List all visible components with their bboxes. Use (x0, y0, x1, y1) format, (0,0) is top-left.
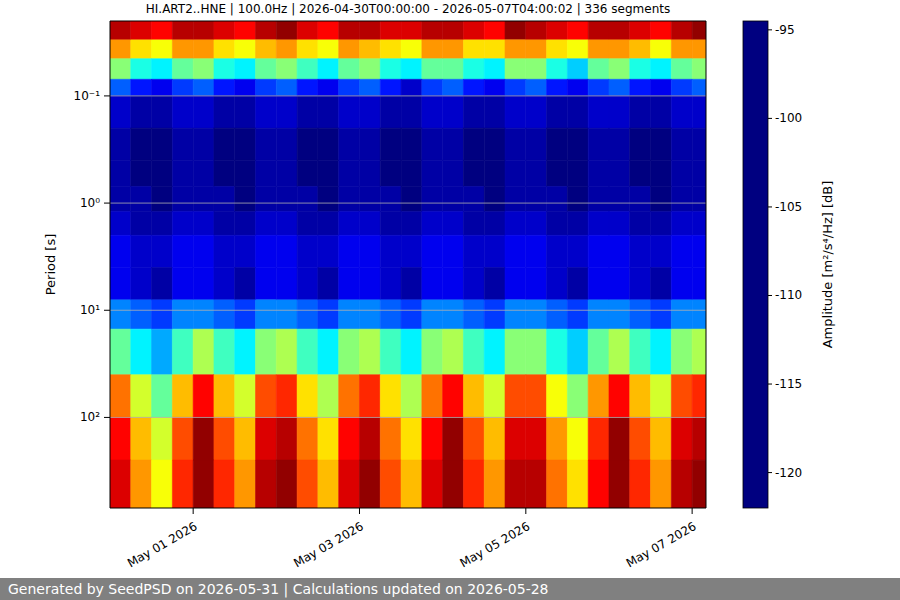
html-text:Generated by SeedPSD on 2026-0: Generated by SeedPSD on 2026-05-31 | Cal… (8, 581, 549, 597)
svg-text:Period [s]: Period [s] (43, 234, 58, 296)
svg-text:-110: -110 (775, 288, 802, 302)
svg-text:-105: -105 (775, 200, 802, 214)
svg-text:-100: -100 (775, 111, 802, 125)
svg-text:May 07 2026: May 07 2026 (624, 519, 699, 570)
svg-text:10⁰: 10⁰ (80, 196, 100, 210)
svg-text:-120: -120 (775, 466, 802, 480)
svg-text:Amplitude [m²/s⁴/Hz] [dB]: Amplitude [m²/s⁴/Hz] [dB] (820, 181, 835, 349)
svg-text:10²: 10² (80, 410, 100, 424)
svg-text:HI.ART2..HNE | 100.0Hz | 2026-: HI.ART2..HNE | 100.0Hz | 2026-04-30T00:0… (146, 2, 670, 16)
svg-text:-95: -95 (775, 23, 795, 37)
svg-text:May 05 2026: May 05 2026 (458, 519, 533, 570)
svg-text:10¹: 10¹ (80, 303, 100, 317)
svg-text:May 01 2026: May 01 2026 (125, 519, 200, 570)
svg-text:-115: -115 (775, 377, 802, 391)
svg-text:May 03 2026: May 03 2026 (291, 519, 366, 570)
svg-text:10⁻¹: 10⁻¹ (74, 89, 101, 103)
